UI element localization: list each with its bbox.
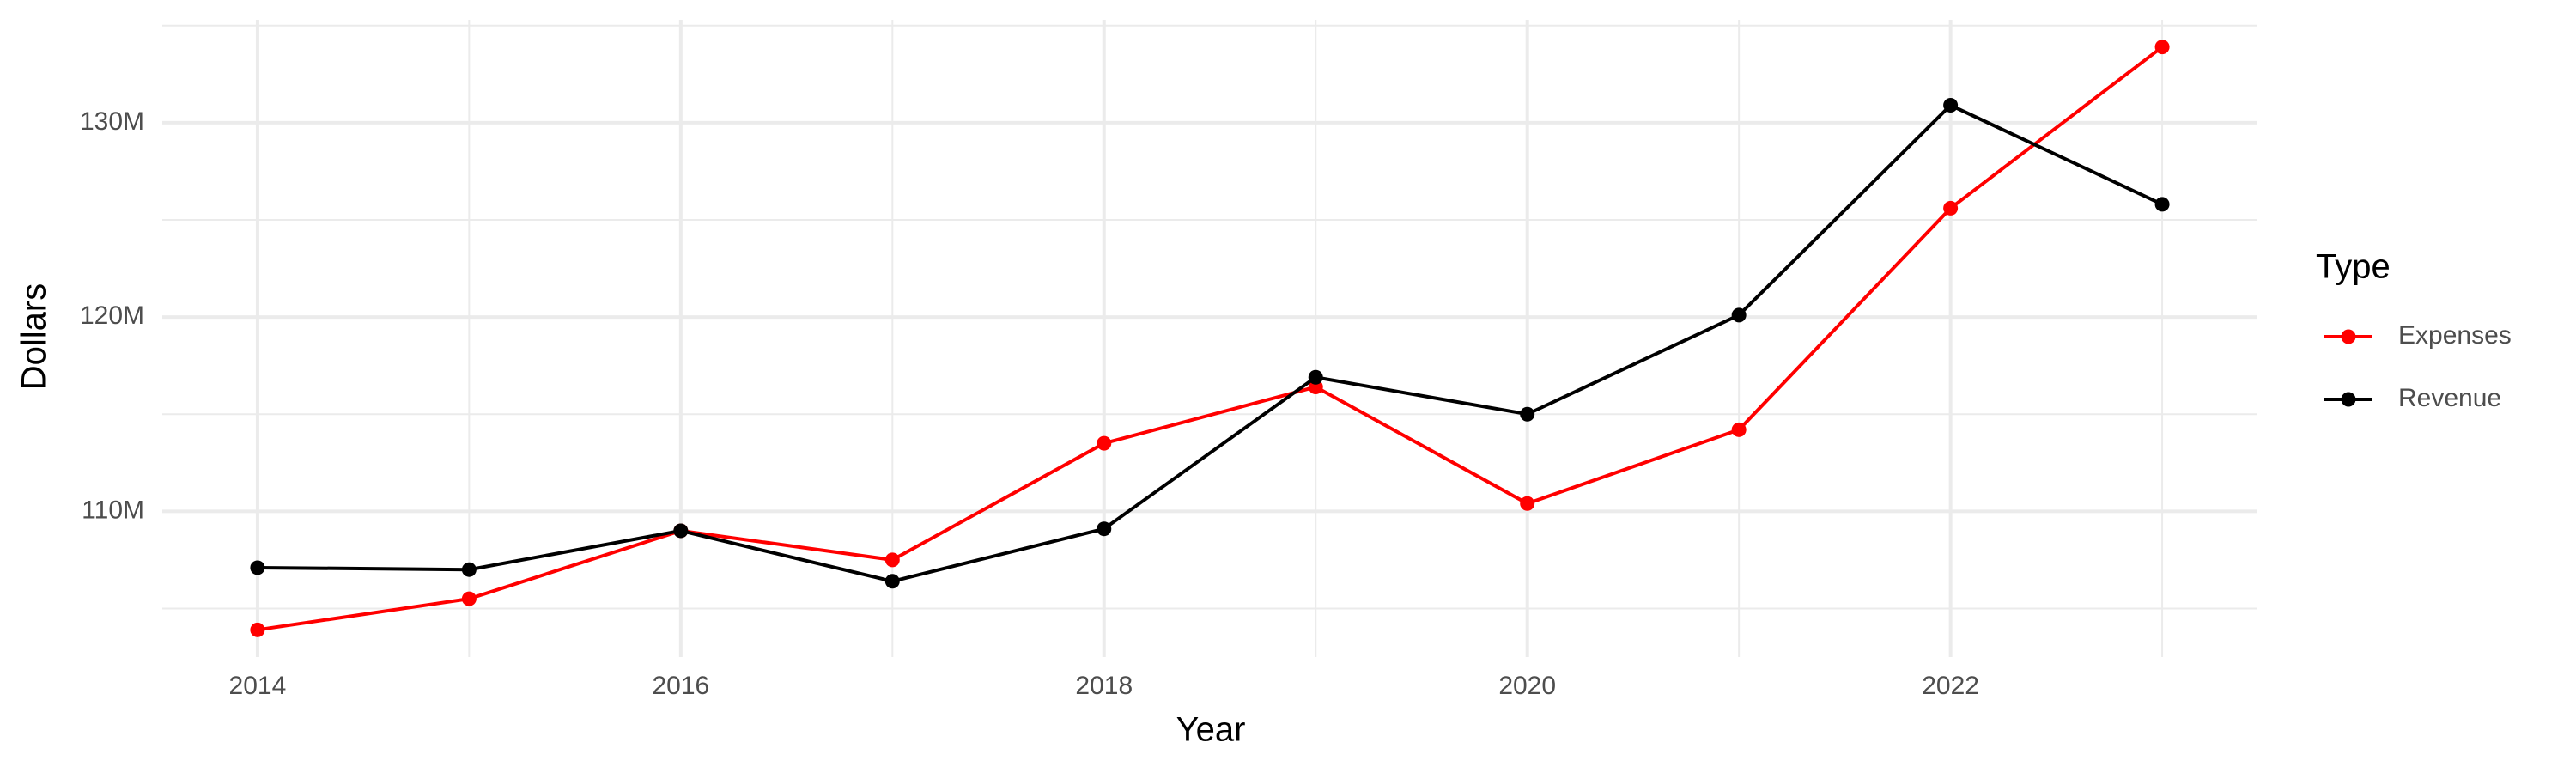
y-tick-label: 130M bbox=[80, 107, 144, 136]
data-point bbox=[1520, 406, 1535, 422]
y-axis-title: Dollars bbox=[15, 283, 53, 390]
data-point bbox=[2154, 40, 2170, 55]
data-point bbox=[1943, 98, 1959, 113]
data-point bbox=[250, 560, 265, 575]
x-tick-label: 2018 bbox=[1075, 672, 1133, 700]
legend-title: Type bbox=[2316, 248, 2391, 286]
series-line bbox=[257, 103, 2163, 583]
x-tick-label: 2020 bbox=[1498, 672, 1556, 700]
y-tick-label: 120M bbox=[80, 301, 144, 330]
data-point bbox=[673, 523, 689, 539]
data-point bbox=[1731, 307, 1747, 323]
data-point bbox=[1520, 496, 1535, 511]
data-point bbox=[1308, 369, 1323, 385]
data-point bbox=[1097, 521, 1112, 537]
data-point bbox=[884, 552, 900, 568]
y-tick-label: 110M bbox=[82, 496, 144, 524]
legend-point bbox=[2341, 392, 2356, 407]
legend-point bbox=[2341, 329, 2356, 344]
data-point bbox=[461, 562, 477, 577]
legend-label: Expenses bbox=[2398, 321, 2512, 350]
data-point bbox=[1731, 422, 1747, 437]
x-tick-label: 2014 bbox=[229, 672, 287, 700]
x-axis-title: Year bbox=[1176, 711, 1246, 749]
data-point bbox=[1097, 435, 1112, 451]
legend-label: Revenue bbox=[2398, 384, 2501, 412]
x-tick-label: 2022 bbox=[1922, 672, 1979, 700]
data-point bbox=[2154, 197, 2170, 212]
data-point bbox=[1943, 200, 1959, 216]
x-tick-label: 2016 bbox=[652, 672, 709, 700]
series-line bbox=[257, 46, 2164, 632]
data-point bbox=[884, 574, 900, 589]
data-point bbox=[250, 622, 265, 637]
data-point bbox=[461, 591, 477, 606]
